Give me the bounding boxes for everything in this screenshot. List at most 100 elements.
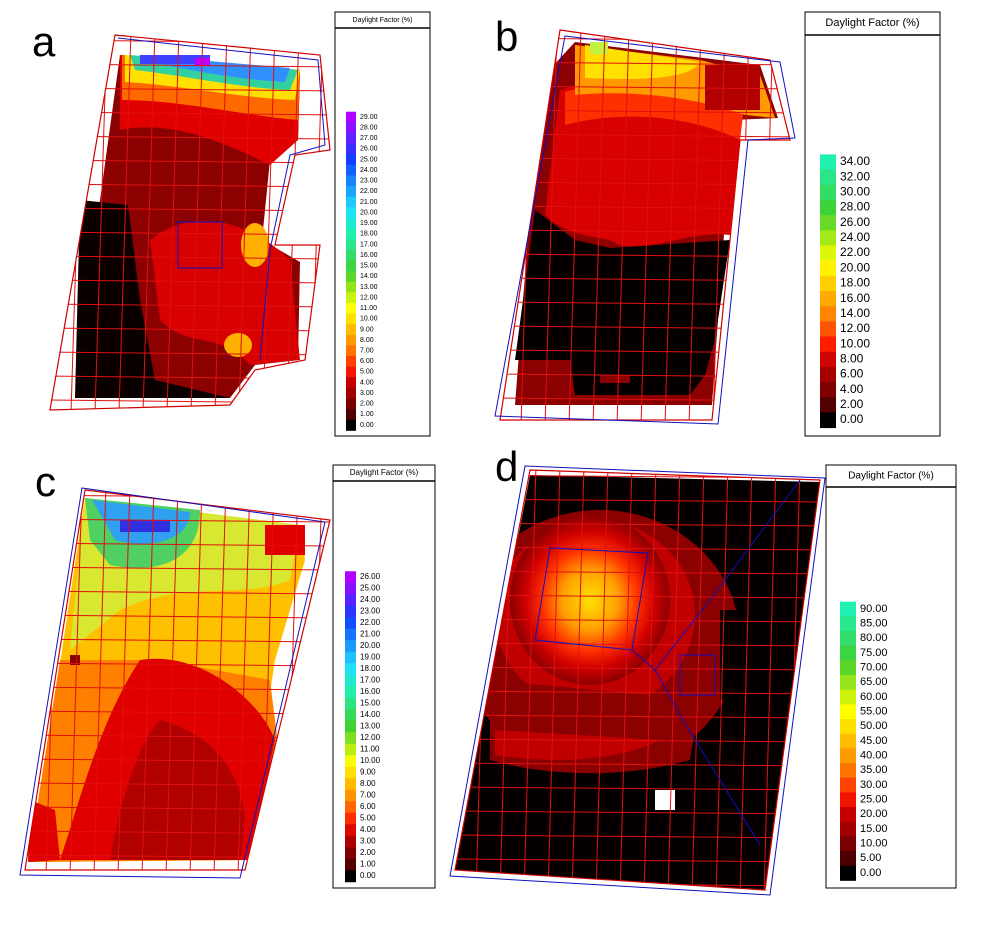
grid-line <box>667 470 681 890</box>
legend-label: 18.00 <box>360 664 381 673</box>
grid-line <box>190 35 204 410</box>
legend-label: 2.00 <box>360 401 374 408</box>
legend-swatch <box>840 660 856 676</box>
legend-swatch <box>820 245 836 262</box>
legend-swatch <box>820 199 836 216</box>
panel-label: c <box>35 458 56 505</box>
legend-swatch <box>820 306 836 322</box>
legend-label: 85.00 <box>860 618 888 630</box>
legend-swatch <box>840 675 856 691</box>
legend-swatch <box>840 851 856 867</box>
grid-line <box>763 470 777 890</box>
legend-label: 14.00 <box>360 273 378 280</box>
legend-swatch <box>840 748 856 764</box>
legend-label: 34.00 <box>840 154 870 168</box>
legend-swatch <box>345 732 356 745</box>
legend-title: Daylight Factor (%) <box>825 17 919 29</box>
grid-line <box>237 490 251 870</box>
legend-label: 25.00 <box>360 584 381 593</box>
legend-swatch <box>820 184 836 201</box>
legend-label: 2.00 <box>360 848 376 857</box>
legend-label: 23.00 <box>360 178 378 185</box>
legend-swatch <box>346 228 356 240</box>
legend-label: 18.00 <box>360 231 378 238</box>
legend-label: 25.00 <box>860 794 888 806</box>
legend-swatch <box>346 207 356 219</box>
legend-swatch <box>820 336 836 353</box>
legend-label: 19.00 <box>360 220 378 227</box>
wall <box>631 479 801 671</box>
legend-label: 50.00 <box>860 720 888 732</box>
legend-swatch <box>346 366 356 378</box>
grid-line <box>547 470 561 890</box>
legend-label: 24.00 <box>360 167 378 174</box>
legend-label: 23.00 <box>360 607 381 616</box>
legend-label: 6.00 <box>360 358 374 365</box>
legend-label: 8.00 <box>360 337 374 344</box>
legend-label: 60.00 <box>860 691 888 703</box>
legend-label: 21.00 <box>360 199 378 206</box>
legend-label: 45.00 <box>860 735 888 747</box>
legend-swatch <box>820 412 836 429</box>
grid-line <box>455 786 820 791</box>
outline-inner <box>117 37 326 361</box>
legend-label: 26.00 <box>840 215 870 229</box>
legend-label: 24.00 <box>840 230 870 244</box>
legend-label: 16.00 <box>840 291 870 305</box>
legend: Daylight Factor (%) 26.00 25.00 24.00 23.00 2… <box>332 464 436 889</box>
grid-line <box>784 30 790 420</box>
legend-swatch <box>820 275 836 292</box>
legend-swatch <box>345 640 356 653</box>
legend-label: 11.00 <box>360 745 380 754</box>
legend-label: 27.00 <box>360 135 378 142</box>
legend-label: 7.00 <box>360 791 376 800</box>
grid-line <box>117 490 131 870</box>
room <box>177 221 223 269</box>
grid-line <box>50 327 330 332</box>
legend-label: 9.00 <box>360 768 376 777</box>
legend-swatch <box>346 292 356 304</box>
grid-line <box>213 490 227 870</box>
grid-line <box>25 494 330 499</box>
legend-swatch <box>840 763 856 779</box>
legend-swatch <box>346 302 356 314</box>
legend-label: 0.00 <box>860 867 881 879</box>
grid-line <box>262 35 276 410</box>
legend-label: 70.00 <box>860 662 888 674</box>
legend-swatch <box>346 324 356 336</box>
legend-swatch <box>346 249 356 261</box>
outline-inner <box>494 35 796 425</box>
grid-line <box>214 35 228 410</box>
legend-swatch <box>346 132 356 145</box>
legend-label: 29.00 <box>360 114 378 121</box>
grid-line <box>310 35 324 410</box>
legend-swatch <box>346 313 356 325</box>
legend-swatch <box>345 686 356 699</box>
legend-swatch <box>345 594 356 607</box>
legend-swatch <box>346 239 356 251</box>
grid-line <box>50 279 330 284</box>
legend-swatch <box>345 720 356 733</box>
legend-swatch <box>840 836 856 852</box>
grid-line <box>50 183 330 188</box>
grid-line <box>688 30 702 420</box>
grid-line <box>455 642 820 647</box>
map-c <box>19 487 331 879</box>
outline <box>454 469 821 891</box>
legend-swatch <box>346 355 356 368</box>
grid-line <box>495 422 800 425</box>
legend-label: 22.00 <box>840 245 870 259</box>
grid-line <box>619 470 633 890</box>
grid-line <box>142 35 156 410</box>
grid-line <box>118 35 132 410</box>
legend-swatch <box>346 122 356 134</box>
legend-label: 19.00 <box>360 653 381 662</box>
grid-line <box>664 30 678 420</box>
grid-line <box>25 638 330 643</box>
grid-line <box>568 30 582 420</box>
legend-swatch <box>346 377 356 389</box>
legend-swatch <box>820 397 836 413</box>
grid-line <box>640 30 654 420</box>
legend-swatch <box>346 175 356 187</box>
legend-swatch <box>346 260 356 272</box>
